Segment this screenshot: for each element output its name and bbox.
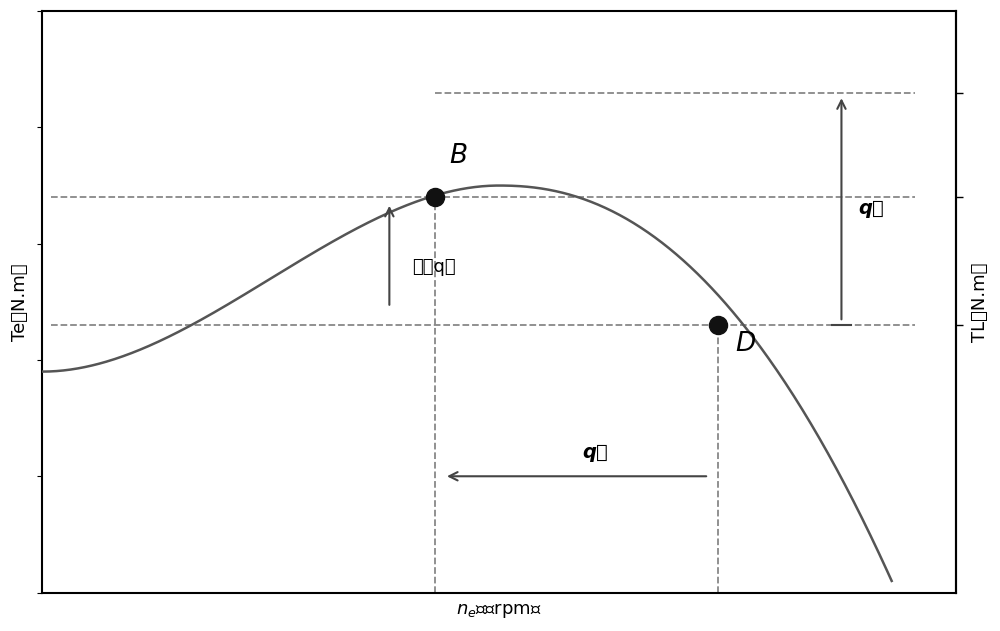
Y-axis label: TL（N.m）: TL（N.m） xyxy=(971,262,989,341)
Text: $B$: $B$ xyxy=(449,143,467,169)
Text: q倍: q倍 xyxy=(858,199,884,218)
Y-axis label: Te（N.m）: Te（N.m） xyxy=(11,263,29,341)
Text: q倍: q倍 xyxy=(582,443,608,462)
Text: 小于q倍: 小于q倍 xyxy=(412,258,456,276)
X-axis label: $n_e$　（rpm）: $n_e$ （rpm） xyxy=(456,601,542,620)
Text: $D$: $D$ xyxy=(735,331,756,357)
